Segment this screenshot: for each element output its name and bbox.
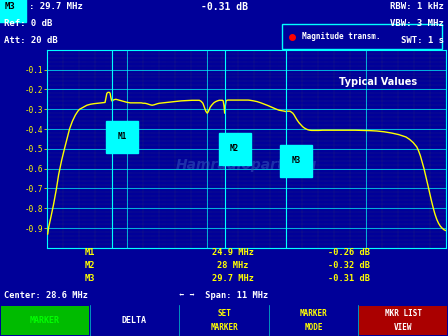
Text: M1: M1 [85, 248, 95, 257]
Text: ⬅ ➡  Span: 11 MHz: ⬅ ➡ Span: 11 MHz [179, 291, 269, 300]
Text: -0.26 dB: -0.26 dB [328, 248, 370, 257]
Text: RBW: 1 kHz: RBW: 1 kHz [390, 2, 444, 11]
Text: 28 MHz: 28 MHz [217, 261, 249, 270]
Bar [180, 306, 268, 335]
FancyBboxPatch shape [282, 25, 442, 49]
Text: VBW: 3 MHz: VBW: 3 MHz [390, 19, 444, 28]
Text: M1: M1 [118, 132, 127, 141]
Text: MKR LIST: MKR LIST [385, 309, 422, 318]
Text: SET: SET [217, 309, 231, 318]
Text: MARKER: MARKER [210, 323, 238, 332]
Text: 29.7 MHz: 29.7 MHz [212, 274, 254, 283]
Text: M3: M3 [85, 274, 95, 283]
Bar [359, 306, 447, 335]
Text: -0.31 dB: -0.31 dB [328, 274, 370, 283]
Bar [270, 306, 358, 335]
Text: MODE: MODE [304, 323, 323, 332]
Text: 24.9 MHz: 24.9 MHz [212, 248, 254, 257]
Bar [90, 306, 178, 335]
Bar [1, 306, 89, 335]
Text: Center: 28.6 MHz: Center: 28.6 MHz [4, 291, 89, 300]
Text: -0.32 dB: -0.32 dB [328, 261, 370, 270]
Text: Att: 20 dB: Att: 20 dB [4, 36, 58, 45]
Text: : 29.7 MHz: : 29.7 MHz [29, 2, 83, 11]
Text: M3: M3 [292, 156, 301, 165]
Text: Typical Values: Typical Values [339, 78, 417, 87]
Text: Ref: 0 dB: Ref: 0 dB [4, 19, 53, 28]
Text: MARKER: MARKER [30, 316, 60, 325]
Text: M2: M2 [85, 261, 95, 270]
Text: Magnitude transm.: Magnitude transm. [302, 32, 380, 41]
Text: VIEW: VIEW [394, 323, 413, 332]
Text: M3: M3 [4, 2, 15, 11]
Text: M2: M2 [230, 144, 239, 153]
Text: MARKER: MARKER [300, 309, 327, 318]
Text: SWT: 1 s: SWT: 1 s [401, 36, 444, 45]
Text: Hamradioparts.eu: Hamradioparts.eu [176, 158, 317, 172]
Text: DELTA: DELTA [122, 316, 147, 325]
Text: -0.31 dB: -0.31 dB [201, 2, 247, 12]
